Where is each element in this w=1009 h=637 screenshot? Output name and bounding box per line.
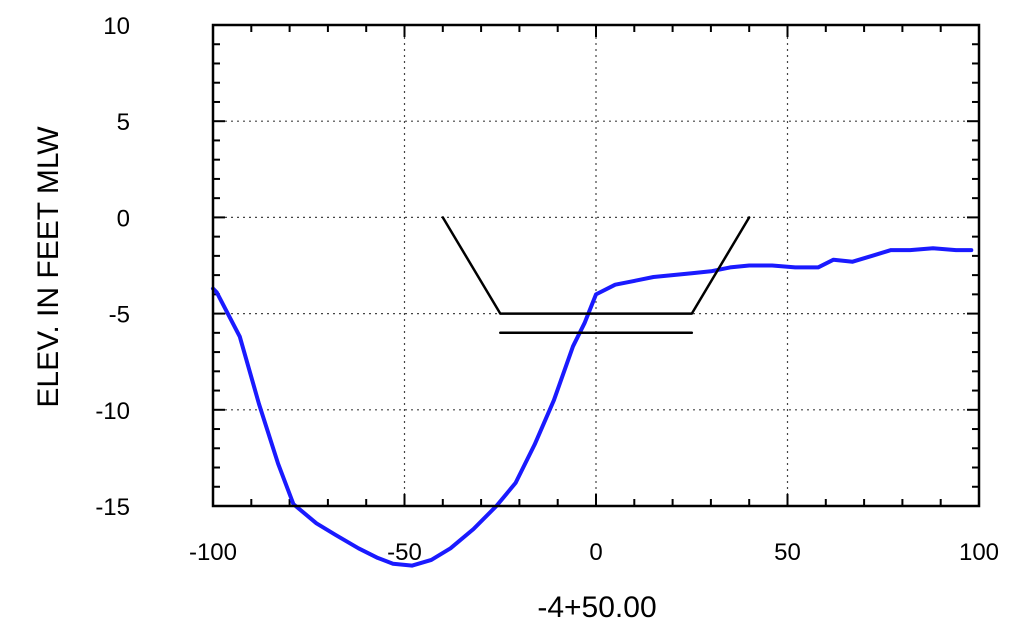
y-tick-label: 10 — [103, 13, 130, 40]
series-group — [211, 216, 974, 568]
x-axis-title: -4+50.00 — [537, 591, 656, 624]
x-tick-label: 0 — [589, 539, 602, 566]
y-tick-label: 5 — [117, 109, 130, 136]
y-tick-label: 0 — [117, 205, 130, 232]
y-tick-label: -10 — [95, 398, 130, 425]
x-tick-label: 50 — [774, 539, 801, 566]
series-line-1 — [441, 216, 751, 315]
grid-lines — [213, 25, 979, 506]
plot-frame — [211, 23, 981, 508]
y-tick-label: -5 — [109, 302, 130, 329]
y-tick-label: -15 — [95, 494, 130, 521]
y-axis-title: ELEV. IN FEET MLW — [32, 126, 65, 408]
x-tick-label: -100 — [189, 539, 237, 566]
x-tick-label: 100 — [959, 539, 999, 566]
series-line-0 — [211, 246, 974, 568]
x-tick-label: -50 — [387, 539, 422, 566]
